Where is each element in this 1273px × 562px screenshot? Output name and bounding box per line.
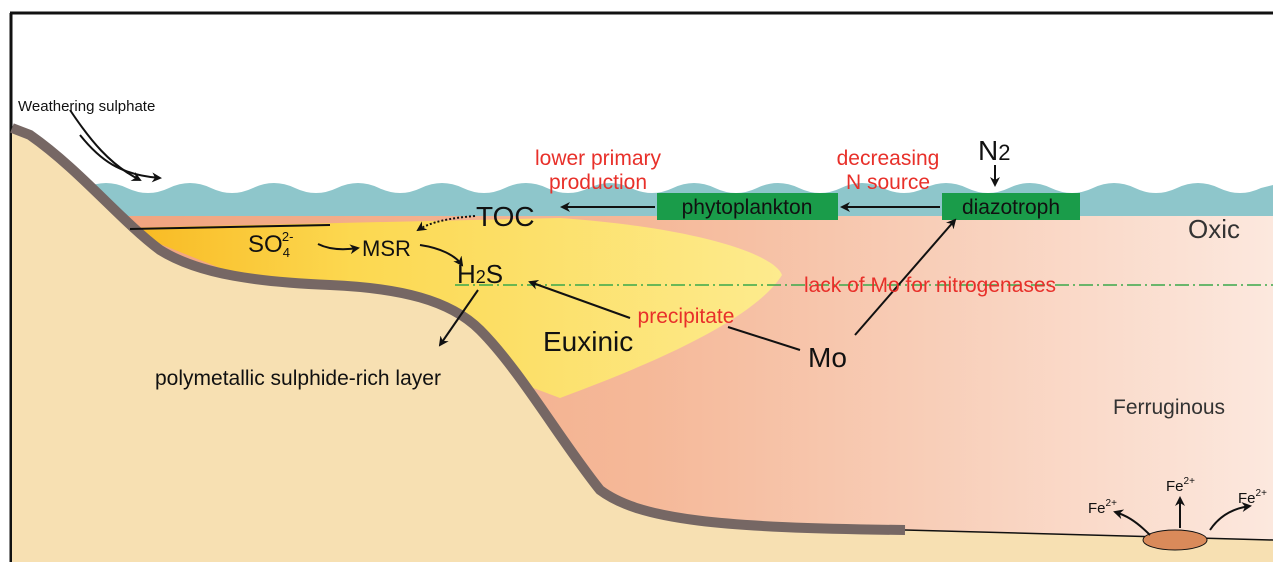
zone-label: polymetallic sulphide-rich layer (155, 367, 441, 390)
species: N2 (978, 135, 1010, 166)
zone-label: Ferruginous (1113, 396, 1225, 419)
annotation: decreasing (837, 147, 940, 170)
zone-label: Oxic (1188, 214, 1240, 244)
symbol: Fe (1088, 500, 1106, 517)
charge: 2+ (1184, 476, 1196, 487)
node-label: TOC (476, 201, 535, 232)
annotation: N source (846, 171, 930, 194)
charge: 2+ (1106, 498, 1118, 509)
annotation: production (549, 171, 647, 194)
subscript: 2 (998, 140, 1010, 165)
symbol: N (978, 135, 998, 166)
subscript: 2 (476, 267, 486, 287)
diagram: Weathering sulphate lower primary produc… (0, 0, 1273, 562)
charge: 2- (282, 229, 294, 244)
annotation: lack of Mo for nitrogenases (804, 274, 1056, 297)
inflow-label: Weathering sulphate (18, 98, 155, 115)
symbol: Fe (1166, 478, 1184, 495)
node-label: Mo (808, 342, 847, 373)
species: SO42- (248, 229, 293, 260)
node-label: phytoplankton (682, 196, 813, 219)
symbol: S (486, 259, 503, 289)
node-label: diazotroph (962, 196, 1060, 219)
arrow (70, 110, 140, 180)
symbol: SO (248, 231, 283, 258)
zone-label: Euxinic (543, 326, 633, 357)
annotation: lower primary (535, 147, 662, 170)
annotation: precipitate (638, 305, 735, 328)
symbol: Fe (1238, 490, 1256, 507)
node-label: MSR (362, 236, 411, 261)
vent (1143, 530, 1207, 550)
subscript: 4 (283, 245, 290, 260)
symbol: H (457, 259, 476, 289)
charge: 2+ (1256, 488, 1268, 499)
